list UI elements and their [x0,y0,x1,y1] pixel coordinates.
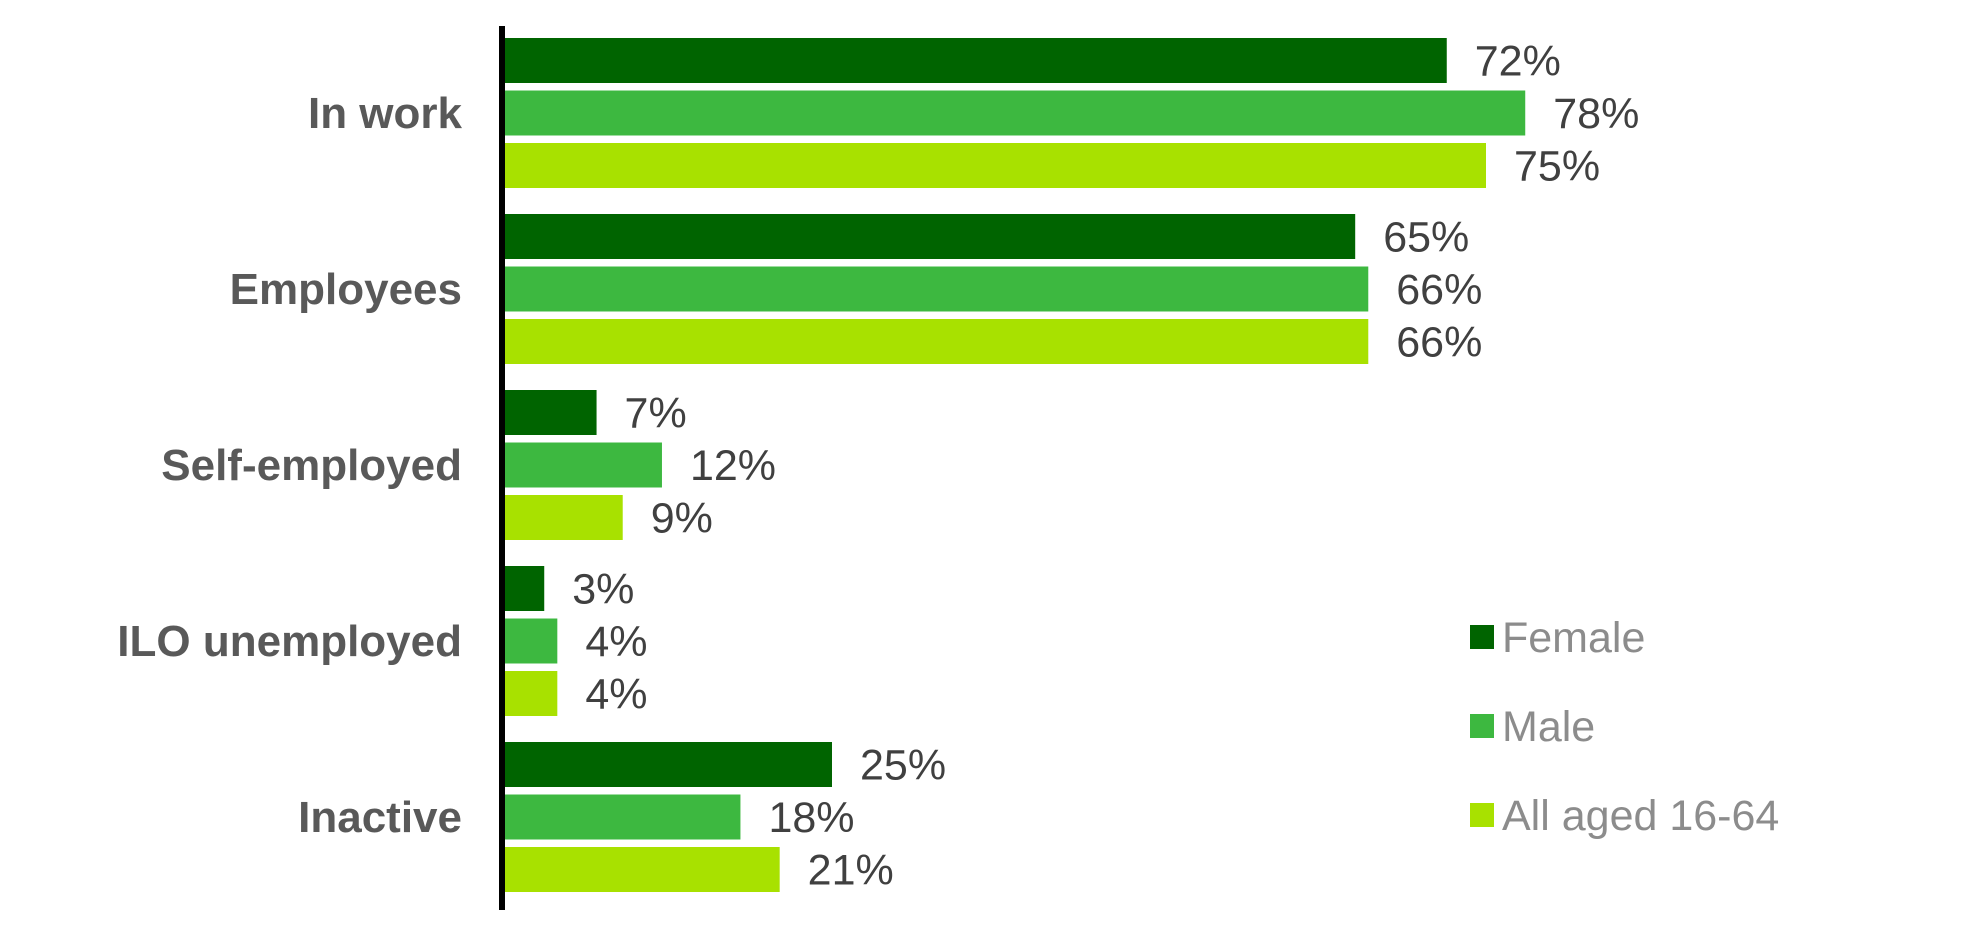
value-label-ilo-unemployed-all-aged-16-64: 4% [585,671,647,719]
legend-swatch-all-aged-16-64 [1470,803,1494,827]
value-label-self-employed-female: 7% [625,390,687,438]
bar-inactive-all-aged-16-64 [505,847,780,892]
category-label-inactive: Inactive [298,793,462,842]
value-label-in-work-all-aged-16-64: 75% [1514,143,1600,191]
value-labels-layer: 72%78%75%65%66%66%7%12%9%3%4%4%25%18%21% [572,38,1639,895]
bar-ilo-unemployed-female [505,566,545,611]
category-labels-layer: In work Employees Self-employed ILO unemplo… [117,89,462,842]
bar-self-employed-all-aged-16-64 [505,495,623,540]
bar-self-employed-female [505,390,597,435]
legend-label-all-aged-16-64: All aged 16-64 [1502,792,1779,840]
value-label-in-work-female: 72% [1475,38,1561,86]
value-label-employees-female: 65% [1383,214,1469,262]
bar-ilo-unemployed-male [505,618,558,664]
value-label-inactive-female: 25% [860,742,946,790]
bar-employees-all-aged-16-64 [505,319,1369,364]
bar-inactive-female [505,742,832,787]
value-label-ilo-unemployed-male: 4% [585,618,647,666]
value-label-employees-all-aged-16-64: 66% [1396,319,1482,367]
legend-label-female: Female [1502,614,1645,662]
bar-in-work-female [505,38,1447,83]
value-label-self-employed-all-aged-16-64: 9% [651,495,713,543]
value-label-employees-male: 66% [1396,266,1482,314]
value-label-in-work-male: 78% [1553,90,1639,138]
legend-swatch-male [1470,714,1494,738]
bar-ilo-unemployed-all-aged-16-64 [505,671,558,716]
value-label-inactive-all-aged-16-64: 21% [808,847,894,895]
value-label-ilo-unemployed-female: 3% [572,566,634,614]
bar-in-work-all-aged-16-64 [505,143,1486,188]
bar-self-employed-male [505,442,662,488]
category-label-self-employed: Self-employed [161,441,462,490]
legend-label-male: Male [1502,703,1595,751]
bars-layer [505,38,1526,892]
bar-employees-male [505,266,1369,312]
bar-employees-female [505,214,1356,259]
legend: Female Male All aged 16-64 [1470,614,1779,840]
value-label-self-employed-male: 12% [690,442,776,490]
category-label-in-work: In work [308,89,463,138]
category-label-ilo-unemployed: ILO unemployed [117,617,462,666]
category-label-employees: Employees [230,265,462,314]
bar-in-work-male [505,90,1526,136]
bar-inactive-male [505,794,741,840]
value-label-inactive-male: 18% [768,794,854,842]
legend-swatch-female [1470,625,1494,649]
